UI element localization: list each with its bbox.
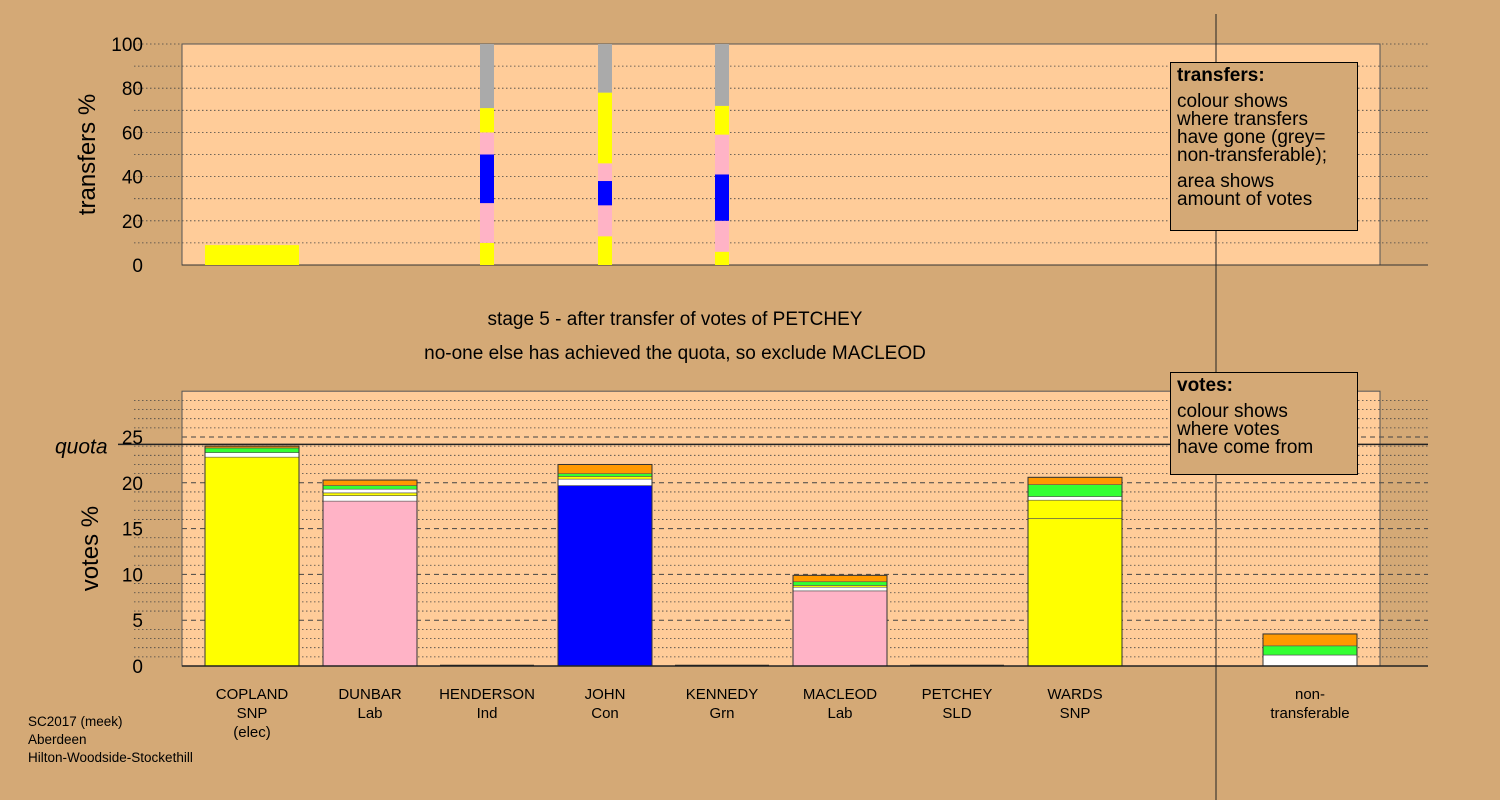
legend-transfers-title: transfers:: [1177, 65, 1265, 86]
vote-bar-segment: [792, 581, 888, 586]
legend-transfers-line: non-transferable);: [1177, 145, 1327, 166]
vote-bar-segment: [557, 464, 653, 474]
category-label: Con: [591, 705, 619, 722]
votes-y-tick-label: 15: [122, 520, 143, 541]
category-label: Grn: [709, 705, 734, 722]
transfer-bar-segment: [715, 251, 729, 265]
legend-transfers-line: amount of votes: [1177, 189, 1313, 210]
stage-text-line2: no-one else has achieved the quota, so e…: [424, 343, 926, 364]
legend-transfers-line: where transfers: [1177, 109, 1308, 130]
category-label: KENNEDY: [686, 686, 759, 703]
legend-votes: votes: colour shows where votes have com…: [1170, 372, 1358, 475]
vote-bar-segment: [557, 478, 653, 486]
transfer-bar-segment: [205, 245, 299, 265]
votes-y-tick-label: 5: [132, 611, 143, 632]
votes-y-tick-label: 10: [122, 565, 143, 586]
transfers-y-tick-label: 60: [122, 123, 143, 144]
transfers-y-axis-label: transfers %: [74, 94, 101, 215]
vote-bar-segment: [204, 452, 300, 458]
vote-bar-segment: [1027, 499, 1123, 519]
transfers-y-tick-label: 80: [122, 79, 143, 100]
transfer-bar-segment: [480, 108, 494, 133]
votes-y-tick-label: 20: [122, 474, 143, 495]
transfers-y-tick-label: 100: [111, 35, 143, 56]
transfer-bar-segment: [598, 44, 612, 93]
category-label: Ind: [477, 705, 498, 722]
votes-y-tick-label: 0: [132, 657, 143, 678]
category-label: transferable: [1270, 705, 1349, 722]
transfer-bar-segment: [715, 134, 729, 175]
transfers-y-tick-label: 20: [122, 212, 143, 233]
stage-text-line1: stage 5 - after transfer of votes of PET…: [488, 309, 863, 330]
vote-bar-segment: [204, 456, 300, 667]
transfer-bar-segment: [480, 44, 494, 109]
transfer-bar-segment: [480, 132, 494, 155]
vote-bar-segment: [322, 485, 418, 490]
legend-votes-line: colour shows: [1177, 401, 1288, 422]
vote-bar-segment: [557, 485, 653, 667]
votes-y-tick-label: 25: [122, 428, 143, 449]
transfer-bar-segment: [598, 181, 612, 206]
transfer-bar-segment: [598, 163, 612, 182]
legend-transfers-line: area shows: [1177, 171, 1275, 192]
vote-bar-segment: [792, 586, 888, 592]
transfer-bar-segment: [715, 220, 729, 252]
legend-votes-title: votes:: [1177, 375, 1233, 396]
legend-transfers-line: colour shows: [1177, 91, 1288, 112]
vote-bar-segment: [322, 492, 418, 496]
vote-bar-segment: [322, 488, 418, 494]
footer-line: Hilton-Woodside-Stockethill: [28, 750, 193, 765]
transfer-bar-segment: [480, 203, 494, 243]
transfer-bar-segment: [480, 154, 494, 204]
category-label: DUNBAR: [338, 686, 402, 703]
transfer-bar-segment: [598, 236, 612, 265]
transfer-bar-segment: [715, 105, 729, 135]
vote-bar-segment: [557, 473, 653, 477]
transfer-bar-segment: [480, 242, 494, 265]
legend-transfers: transfers: colour shows where transfers …: [1170, 62, 1358, 231]
vote-bar-segment: [1027, 518, 1123, 667]
category-label: JOHN: [585, 686, 626, 703]
category-label: PETCHEY: [922, 686, 993, 703]
vote-bar-segment: [792, 575, 888, 583]
vote-bar-segment: [322, 500, 418, 667]
transfers-y-tick-label: 0: [132, 256, 143, 277]
transfer-bar-segment: [715, 44, 729, 106]
category-label: WARDS: [1047, 686, 1102, 703]
transfers-y-tick-label: 40: [122, 168, 143, 189]
vote-bar-segment: [1262, 633, 1358, 647]
vote-bar-segment: [1027, 484, 1123, 497]
footer-line: SC2017 (meek): [28, 714, 123, 729]
category-label: non-: [1295, 686, 1325, 703]
vote-bar-segment: [322, 479, 418, 486]
category-label: SNP: [237, 705, 268, 722]
category-label: COPLAND: [216, 686, 289, 703]
legend-votes-line: where votes: [1177, 419, 1280, 440]
vote-bar-segment: [1027, 496, 1123, 501]
category-label: SNP: [1060, 705, 1091, 722]
vote-bar-segment: [1262, 645, 1358, 656]
footer-line: Aberdeen: [28, 732, 87, 747]
category-label: Lab: [827, 705, 852, 722]
transfer-bar-segment: [598, 92, 612, 164]
category-label: MACLEOD: [803, 686, 877, 703]
legend-votes-line: have come from: [1177, 437, 1314, 458]
vote-bar-segment: [204, 447, 300, 453]
legend-transfers-line: have gone (grey=: [1177, 127, 1326, 148]
quota-label: quota: [55, 435, 108, 458]
vote-bar-segment: [1262, 654, 1358, 667]
vote-bar-segment: [1027, 477, 1123, 485]
category-label: SLD: [942, 705, 971, 722]
vote-bar-segment: [322, 495, 418, 502]
transfer-bar-segment: [598, 205, 612, 237]
vote-bar-segment: [557, 476, 653, 480]
transfer-bar-segment: [715, 174, 729, 221]
vote-bar-segment: [792, 590, 888, 667]
votes-y-axis-label: votes %: [77, 506, 104, 591]
category-label: HENDERSON: [439, 686, 535, 703]
footer: SC2017 (meek) Aberdeen Hilton-Woodside-S…: [28, 713, 193, 767]
category-label: (elec): [233, 724, 271, 741]
category-label: Lab: [357, 705, 382, 722]
